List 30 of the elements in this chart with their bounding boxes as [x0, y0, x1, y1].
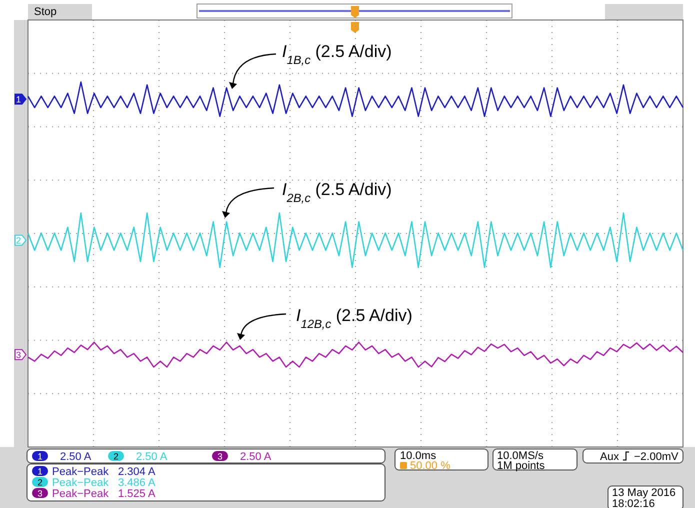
text: 2.304 A	[118, 466, 156, 478]
text: 1	[37, 466, 43, 476]
text: 50.00 %	[410, 460, 451, 472]
text: 1	[37, 452, 43, 462]
text: 1	[16, 94, 22, 105]
series-label: I$_{12B,c}$ (2.5 A/div)	[296, 306, 412, 331]
text: 2	[37, 478, 43, 488]
text: 1M points	[497, 460, 546, 472]
text: 3	[37, 488, 43, 498]
text: Aux	[600, 451, 620, 463]
text: 3	[217, 452, 223, 462]
text: Stop	[34, 6, 57, 18]
text: 1.525 A	[118, 488, 156, 500]
text: 18:02:16	[612, 498, 655, 508]
text: 10.0MS/s	[497, 450, 544, 462]
text: Peak−Peak	[52, 466, 110, 478]
text: 13 May 2016	[612, 487, 676, 499]
text: 2.50 A	[136, 451, 168, 463]
series-label: I$_{1B,c}$ (2.5 A/div)	[282, 42, 392, 67]
text: 2	[113, 452, 119, 462]
text: 2	[16, 236, 22, 246]
text: Peak−Peak	[52, 488, 110, 500]
text: 2.50 A	[60, 451, 92, 463]
series-label: I$_{2B,c}$ (2.5 A/div)	[282, 180, 392, 205]
text: 3	[16, 350, 22, 360]
text: −2.00mV	[634, 451, 679, 463]
text: 2.50 A	[240, 451, 272, 463]
text: 3.486 A	[118, 477, 156, 489]
text: Peak−Peak	[52, 477, 110, 489]
text: 10.0ms	[400, 450, 437, 462]
